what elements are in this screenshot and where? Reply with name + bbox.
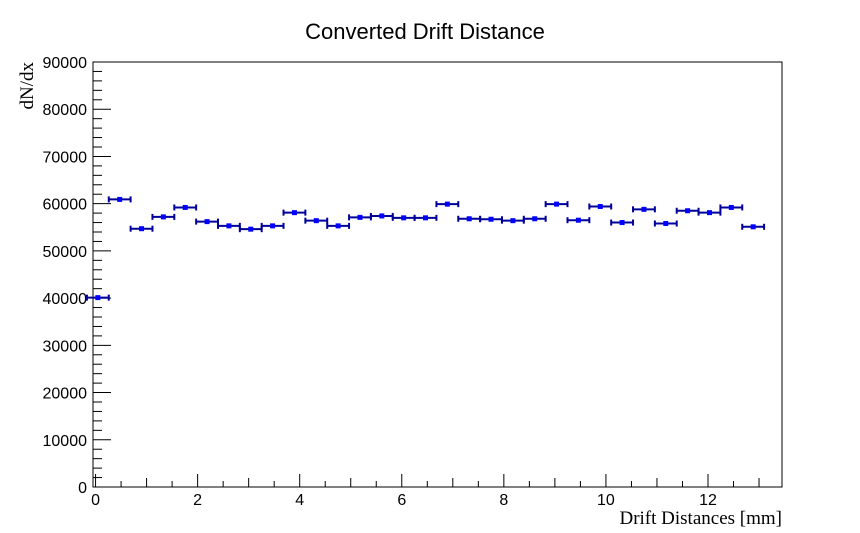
x-axis: 0 2 4 6 8 10 12 xyxy=(91,474,760,509)
data-point xyxy=(728,204,734,210)
data-point xyxy=(532,216,538,222)
chart-title: Converted Drift Distance xyxy=(305,19,545,44)
y-axis: 0 10000 20000 30000 40000 50000 60000 70000 8000… xyxy=(43,55,111,497)
data-point xyxy=(379,213,385,219)
y-tick-label: 30000 xyxy=(43,338,88,355)
data-point xyxy=(160,214,166,220)
y-tick-label: 50000 xyxy=(43,244,88,261)
data-point xyxy=(706,210,712,216)
data-point xyxy=(139,226,145,232)
y-tick-label: 0 xyxy=(78,480,87,497)
data-point xyxy=(95,295,101,301)
data-point xyxy=(270,223,276,229)
data-point xyxy=(117,196,123,202)
data-point xyxy=(291,210,297,216)
data-point xyxy=(357,214,363,220)
data-point xyxy=(685,208,691,214)
data-point xyxy=(466,216,472,222)
data-point xyxy=(444,201,450,207)
data-point xyxy=(488,216,494,222)
data-point xyxy=(248,226,254,232)
data-point xyxy=(182,204,188,210)
data-point xyxy=(750,224,756,230)
y-tick-label: 20000 xyxy=(43,386,88,403)
x-tick-label: 8 xyxy=(499,492,508,509)
x-tick-label: 12 xyxy=(699,492,717,509)
y-tick-label: 90000 xyxy=(43,55,88,72)
x-tick-label: 2 xyxy=(193,492,202,509)
data-point xyxy=(619,220,625,226)
x-tick-label: 0 xyxy=(91,492,100,509)
data-point xyxy=(313,218,319,224)
y-tick-label: 60000 xyxy=(43,197,88,214)
plot-frame xyxy=(92,61,783,488)
data-point xyxy=(597,204,603,209)
data-point xyxy=(335,223,341,229)
data-point xyxy=(575,217,581,223)
data-point xyxy=(226,223,232,229)
y-tick-label: 70000 xyxy=(43,149,88,166)
x-tick-label: 10 xyxy=(597,492,615,509)
data-point xyxy=(510,218,516,224)
data-point xyxy=(423,215,429,221)
y-tick-label: 10000 xyxy=(43,433,88,450)
y-tick-label: 40000 xyxy=(43,291,88,308)
x-tick-label: 4 xyxy=(295,492,304,509)
data-point xyxy=(204,219,210,225)
x-tick-label: 6 xyxy=(397,492,406,509)
x-axis-label: Drift Distances [mm] xyxy=(619,508,782,529)
y-axis-label: dN/dx xyxy=(17,62,38,110)
data-point xyxy=(554,201,560,207)
y-tick-label: 80000 xyxy=(43,102,88,119)
data-point xyxy=(641,206,647,212)
data-point xyxy=(401,215,407,221)
data-point xyxy=(663,221,669,226)
data-series xyxy=(85,196,766,301)
